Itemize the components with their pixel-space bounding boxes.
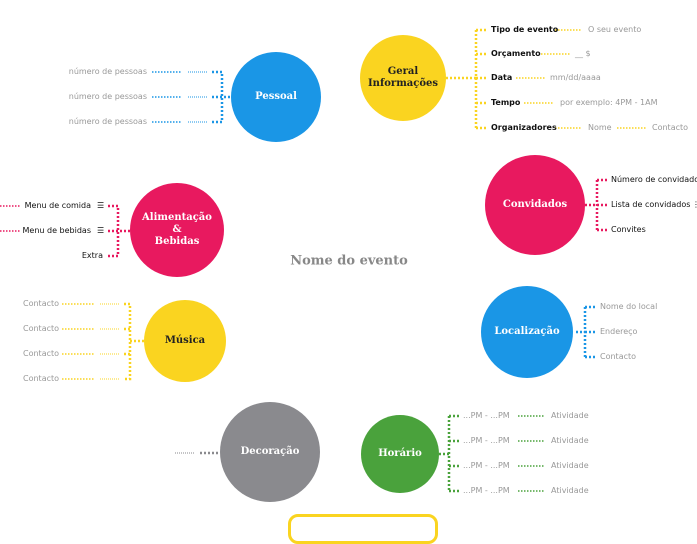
- list-item[interactable]: Extra: [81, 251, 103, 260]
- topic-label: Música: [164, 335, 206, 346]
- connector-lines: [0, 28, 646, 493]
- topic-geral-informacoes[interactable]: Geral Informações: [360, 35, 446, 121]
- list-item[interactable]: Contacto: [23, 349, 60, 358]
- topic-horario[interactable]: Horário: [361, 415, 439, 493]
- list-item[interactable]: Contacto: [23, 299, 60, 308]
- list-item[interactable]: número de pessoas: [68, 67, 147, 76]
- list-item[interactable]: Contacto: [600, 352, 637, 361]
- list-item[interactable]: Número de convidados: [611, 175, 697, 184]
- list-item-value[interactable]: Atividade: [551, 461, 589, 470]
- list-item-value[interactable]: O seu evento: [588, 25, 642, 34]
- list-icon: ☰: [97, 226, 105, 235]
- list-item[interactable]: número de pessoas: [68, 117, 147, 126]
- list-item[interactable]: Menu de comida: [24, 201, 91, 210]
- list-item[interactable]: Orçamento: [491, 49, 541, 58]
- topic-label: Convidados: [502, 199, 568, 210]
- list-icon: ☰: [97, 201, 105, 210]
- list-item-value[interactable]: Atividade: [551, 436, 589, 445]
- topic-label: Horário: [378, 448, 422, 459]
- topic-label: Pessoal: [255, 91, 297, 102]
- list-item[interactable]: Tempo: [491, 98, 521, 107]
- topic-alimentacao-bebidas[interactable]: Alimentação & Bebidas: [130, 183, 224, 277]
- list-item[interactable]: ...PM - ...PM: [463, 411, 510, 420]
- bottom-topic-box[interactable]: [288, 514, 438, 544]
- list-item[interactable]: ...PM - ...PM: [463, 461, 510, 470]
- topic-decoracao[interactable]: Decoração: [220, 402, 320, 502]
- list-item[interactable]: Lista de convidados: [611, 200, 691, 209]
- list-item-value[interactable]: mm/dd/aaaa: [550, 73, 601, 82]
- list-item[interactable]: Contacto: [23, 374, 60, 383]
- topic-label: Geral: [387, 66, 419, 77]
- central-topic[interactable]: Nome do evento: [290, 253, 408, 269]
- list-item[interactable]: Contacto: [23, 324, 60, 333]
- list-item-value[interactable]: Contacto: [652, 123, 689, 132]
- topic-convidados[interactable]: Convidados: [485, 155, 585, 255]
- list-item[interactable]: ...PM - ...PM: [463, 436, 510, 445]
- list-item[interactable]: Data: [491, 73, 513, 82]
- list-item-value[interactable]: __ $: [575, 49, 591, 58]
- topic-pessoal[interactable]: Pessoal: [231, 52, 321, 142]
- list-item[interactable]: número de pessoas: [68, 92, 147, 101]
- list-item[interactable]: Tipo de evento: [491, 25, 559, 34]
- topic-label: Localização: [494, 326, 560, 337]
- list-item[interactable]: Organizadores: [491, 123, 557, 132]
- topic-label: &: [172, 224, 182, 235]
- topic-label: Bebidas: [154, 236, 200, 247]
- topic-label: Decoração: [240, 446, 300, 457]
- list-item[interactable]: ...PM - ...PM: [463, 486, 510, 495]
- topic-label: Informações: [368, 78, 438, 89]
- topic-localizacao[interactable]: Localização: [481, 286, 573, 378]
- list-item[interactable]: Endereço: [600, 327, 638, 336]
- list-item-value[interactable]: Atividade: [551, 486, 589, 495]
- list-item[interactable]: Menu de bebidas: [22, 226, 92, 235]
- list-item-value[interactable]: Nome: [588, 123, 612, 132]
- list-item-value[interactable]: Atividade: [551, 411, 589, 420]
- list-item-value[interactable]: por exemplo: 4PM - 1AM: [560, 98, 658, 107]
- list-item[interactable]: Nome do local: [600, 302, 658, 311]
- topic-musica[interactable]: Música: [144, 300, 226, 382]
- more-icon[interactable]: ⋮: [692, 200, 697, 209]
- list-item[interactable]: Convites: [611, 225, 646, 234]
- topic-label: Alimentação: [142, 212, 212, 223]
